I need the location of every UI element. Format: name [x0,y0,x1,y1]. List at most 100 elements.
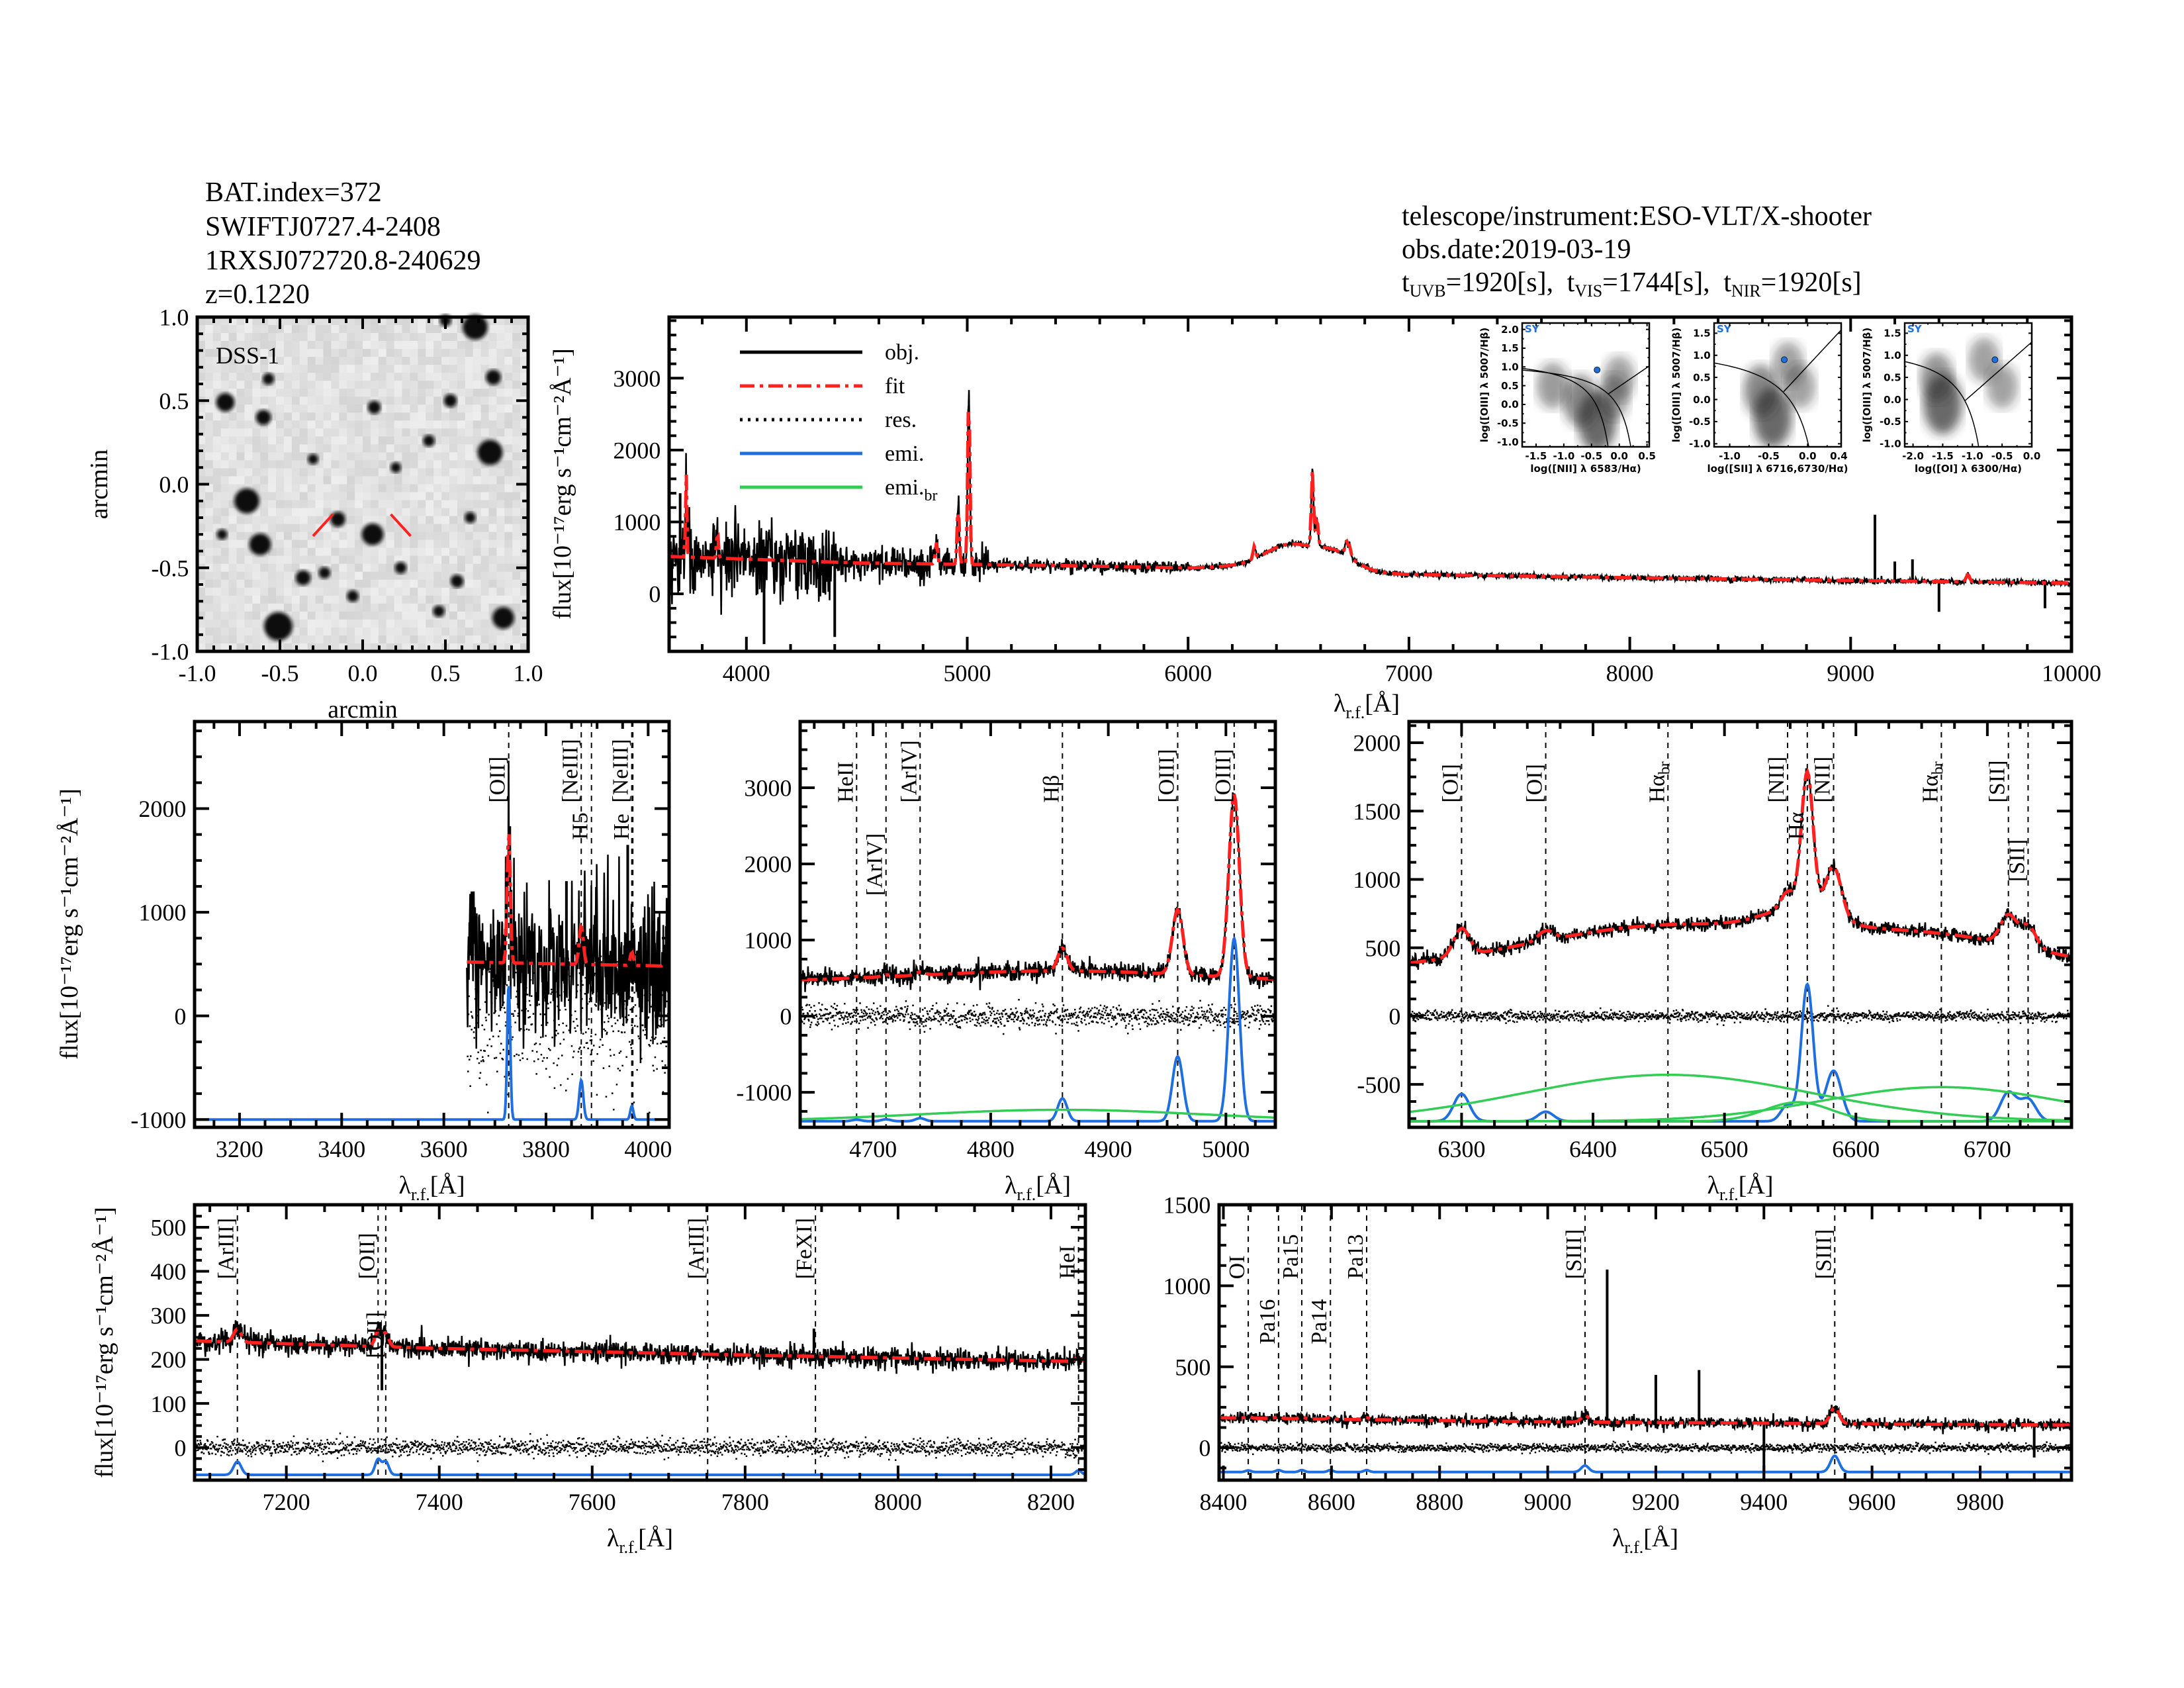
dss-image [197,314,529,652]
line-label: [OII] [363,1312,387,1358]
legend-item-emi_br: emi.br [740,475,937,504]
spectrum-panel-p4: [ArIII] [OII] [OII] [ArIII] [FeXI] HeI 7200 740… [91,1203,1087,1557]
legend-item-res: res. [740,408,917,432]
star [433,605,445,618]
narrow-emission-components [195,1457,1085,1476]
x-tick-label: 0.4 [1830,450,1848,462]
fit-model [195,1327,1085,1363]
y-tick-label: -0.5 [1689,416,1711,428]
x-tick-label: 4000 [723,660,770,686]
demarcation-line [1965,342,2032,401]
y-tick-label: 1000 [1353,867,1400,893]
line-label: Pa15 [1279,1234,1303,1279]
y-axis-label: flux[10⁻¹⁷erg s⁻¹cm⁻²Å⁻¹] [91,1207,118,1478]
x-tick-label: 0.0 [2023,450,2041,462]
y-tick-label: 2.0 [1501,324,1519,336]
line-label: [NeIII] [558,739,582,802]
line-label: [NeIII] [609,739,633,802]
x-tick-label: 7200 [263,1489,310,1515]
legend-item-obj: obj. [740,340,919,365]
x-axis-label: λr.f.[Å] [1707,1172,1773,1204]
star [463,314,488,340]
star [390,462,401,473]
line-label: [SIII] [1562,1229,1586,1280]
fit-model [669,412,2071,585]
y-tick-label: 500 [150,1215,186,1241]
x-axis-label: log([NII] λ 6583/Hα) [1530,463,1641,475]
axes-frame [1407,720,2073,1129]
header-right: telescope/instrument:ESO-VLT/X-shooter o… [1402,201,1872,301]
residual-series [1219,1440,2071,1456]
star [216,393,235,412]
x-tick-label: 0.5 [1638,450,1656,462]
obs-date: obs.date:2019-03-19 [1402,234,1631,265]
y-tick-label: -1.0 [151,639,189,665]
bpt-diagram-bpt1: SY -1.5 -1.0 -0.5 0.0 0.5 -1.0 -0.5 0.0 0.5 1.0 1.5… [1479,322,1656,475]
y-tick-label: 2000 [1353,730,1400,757]
demarcation-line [1522,367,1609,447]
x-tick-label: -1.0 [1719,450,1741,462]
line-label: He [610,814,634,840]
density-contour [1563,375,1598,427]
y-tick-label: 2000 [138,796,186,822]
star [295,570,311,586]
axes-frame [1217,1203,2073,1482]
residual-series [1409,1005,2071,1026]
x-tick-label: 4700 [849,1136,897,1162]
star [234,488,259,514]
fit-model [1219,1405,2070,1427]
x-tick-label: -0.5 [1580,450,1602,462]
line-label: HeII [833,761,858,802]
redshift: z=0.1220 [205,279,310,310]
y-tick-label: 200 [150,1346,186,1373]
y-tick-label: 0.5 [1693,371,1711,383]
y-tick-label: -1.0 [1880,438,1901,450]
star [486,369,501,385]
narrow-emission-components [195,986,668,1121]
line-label: [SIII] [1811,1229,1836,1280]
axes-frame [193,1203,1087,1482]
demarcation-line [1608,365,1649,395]
x-tick-label: 8000 [874,1489,922,1515]
plot-area [1905,337,2032,447]
y-tick-label: 1500 [1353,798,1400,825]
demarcation-line [1522,369,1631,447]
y-tick-label: 0.0 [1693,394,1711,406]
line-label: [NII] [1764,757,1789,803]
bat-index: BAT.index=372 [205,177,382,208]
legend-item-fit: fit [740,374,905,399]
x-tick-label: 9000 [1827,660,1874,686]
bpt-class-label: SY [1717,323,1732,335]
bpt-diagram-bpt2: SY -1.0 -0.5 0.0 0.4 -1.0 -0.5 0.0 0.5 1.0 1.5 log(… [1670,322,1848,475]
x-tick-label: 8400 [1200,1489,1248,1515]
y-tick-label: 1.5 [1884,328,1901,340]
star [308,453,318,465]
x-tick-label: 0.0 [1799,450,1817,462]
line-label: [OIII] [1211,749,1236,802]
y-tick-label: 0 [1388,1004,1400,1030]
tick-marks [195,1203,1085,1480]
line-label: Hαbr [1918,761,1946,802]
dss-image-panel: -1.0 -0.5 0.0 0.5 1.0 -1.0 -0.5 0.0 0.5 1.0 DSS-1 a… [85,305,543,724]
x-tick-label: 6500 [1701,1136,1749,1162]
y-tick-label: -1000 [736,1080,792,1106]
telescope-instrument: telescope/instrument:ESO-VLT/X-shooter [1402,201,1872,232]
line-label: HeI [1056,1245,1080,1279]
residual-series [800,999,1275,1035]
star [443,394,457,408]
y-tick-label: 0.0 [159,471,189,498]
line-label: [OII] [355,1233,379,1279]
star [450,574,464,588]
x-tick-label: 8000 [1606,660,1654,686]
y-tick-label: 0.5 [1501,380,1519,392]
spectrum-panel-p1: [OII] [NeIII] H5 [NeIII] He 3200 3400 3600 3800 4… [56,720,672,1204]
x-axis-label: log([OI] λ 6300/Hα) [1915,463,2022,475]
plot-area [195,1205,1085,1480]
density-contour [1986,363,2018,409]
x-tick-label: -1.0 [1962,450,1983,462]
y-tick-label: 0.5 [159,388,189,414]
bpt-diagram-bpt3: SY -2.0 -1.5 -1.0 -0.5 0.0 -1.0 -0.5 0.0 0.5 1.0 1.… [1861,322,2041,475]
x-tick-label: 1.0 [514,660,543,686]
